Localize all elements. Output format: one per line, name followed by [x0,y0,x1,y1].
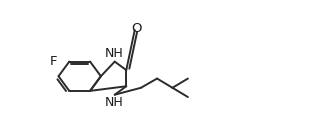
Text: O: O [131,22,142,35]
Text: NH: NH [105,96,123,109]
Text: F: F [50,55,58,68]
Text: NH: NH [105,47,123,60]
